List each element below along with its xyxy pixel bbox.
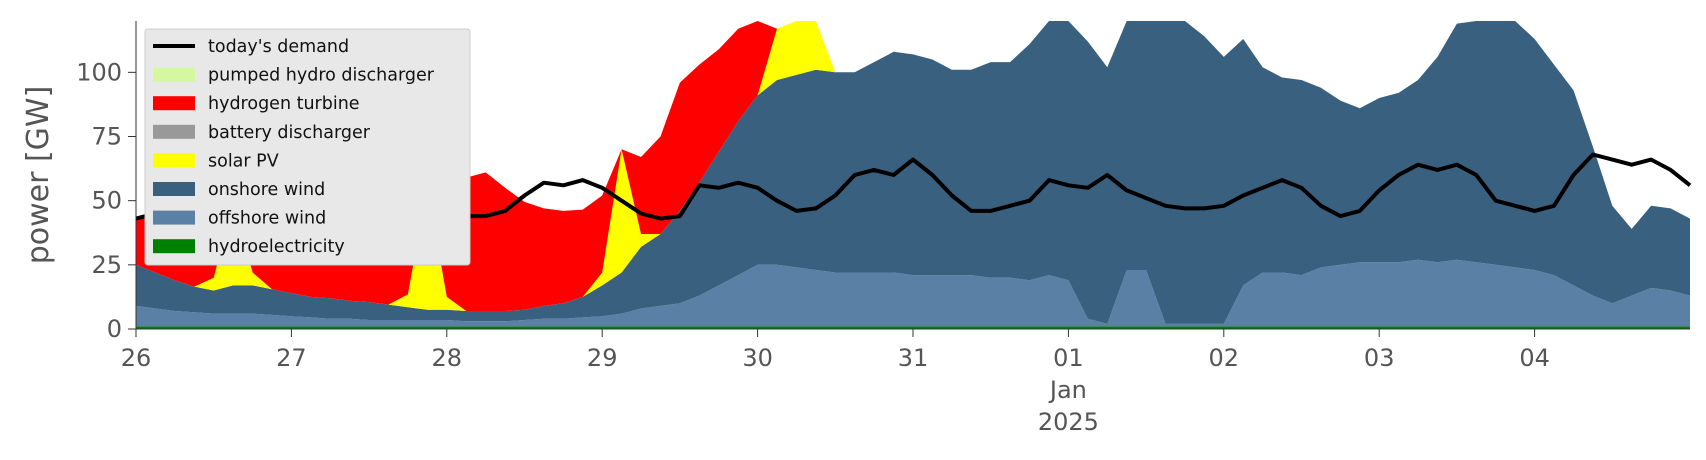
area-offshore-wind: [136, 259, 1690, 327]
y-axis-label: power [GW]: [21, 86, 56, 265]
legend-label: solar PV: [208, 151, 279, 171]
y-ticks: 0 25 50 75 100: [76, 58, 136, 343]
x-tick-label: 04: [1519, 344, 1550, 372]
x-tick-label: 29: [587, 344, 618, 372]
y-tick-label: 100: [76, 58, 122, 86]
x-tick-label: 30: [742, 344, 773, 372]
legend-label: hydrogen turbine: [208, 94, 360, 114]
x-tick-label: 01: [1053, 344, 1084, 372]
legend-swatch: [153, 124, 195, 139]
legend-label: pumped hydro discharger: [208, 66, 435, 86]
legend-swatch: [153, 96, 195, 111]
legend: today's demand pumped hydro discharger hyd…: [144, 28, 471, 266]
y-tick-label: 0: [107, 315, 122, 343]
legend-label: offshore wind: [208, 209, 326, 229]
legend-swatch: [153, 67, 195, 82]
x-tick-label: 02: [1209, 344, 1240, 372]
x-tick-sublabel: Jan: [1048, 376, 1087, 404]
legend-label: today's demand: [208, 37, 349, 57]
legend-swatch: [153, 210, 195, 225]
y-tick-label: 50: [91, 187, 122, 215]
x-tick-label: 03: [1364, 344, 1395, 372]
area-hydrogen-turbine: [136, 21, 1690, 311]
legend-swatch: [153, 239, 195, 254]
legend-label: hydroelectricity: [208, 237, 345, 257]
legend-label: onshore wind: [208, 180, 325, 200]
y-tick-label: 75: [91, 123, 122, 151]
x-ticks: 26 27 28 29 30 31 01 Jan 2025 02 03 04: [121, 329, 1550, 436]
x-tick-label: 26: [121, 344, 152, 372]
x-tick-label: 28: [432, 344, 463, 372]
legend-swatch: [153, 153, 195, 168]
x-tick-label: 31: [898, 344, 929, 372]
area-hydroelectricity: [136, 326, 1690, 329]
x-tick-label: 27: [276, 344, 307, 372]
legend-box: [144, 28, 471, 266]
legend-label: battery discharger: [208, 123, 371, 143]
x-tick-sublabel: 2025: [1038, 408, 1099, 436]
stacked-areas: [136, 21, 1690, 329]
y-tick-label: 25: [91, 251, 122, 279]
area-onshore-wind: [136, 21, 1690, 324]
legend-swatch: [153, 182, 195, 196]
